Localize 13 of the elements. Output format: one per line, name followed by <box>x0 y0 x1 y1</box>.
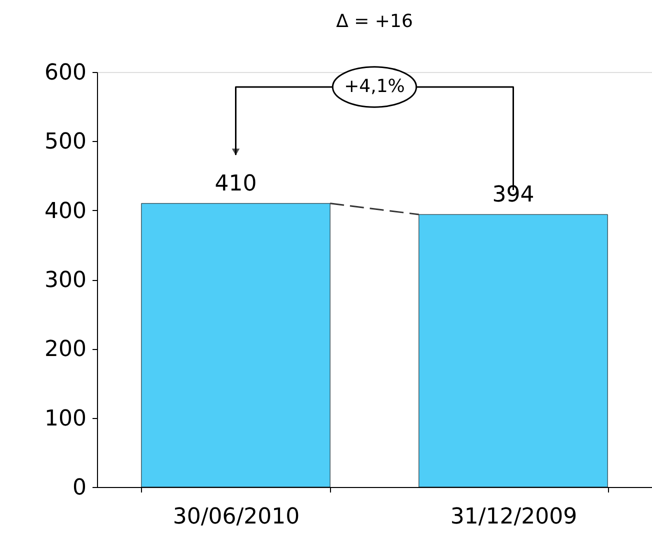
y-tick-label: 200 <box>44 337 86 362</box>
y-tick-label: 500 <box>44 130 86 155</box>
data-label: 410 <box>214 171 257 196</box>
annotation: +4,1% <box>344 76 405 97</box>
y-tick-label: 300 <box>44 268 86 293</box>
y-tick-label: 0 <box>72 476 86 500</box>
x-tick-label: 30/06/2010 <box>172 504 300 530</box>
y-tick-label: 400 <box>44 198 86 224</box>
x-tick-label: 31/12/2009 <box>450 504 578 530</box>
y-tick-label: 100 <box>44 406 86 432</box>
y-tick-label: 600 <box>44 60 86 86</box>
text: Δ = +16 <box>336 11 413 32</box>
data-label: 394 <box>492 182 534 208</box>
